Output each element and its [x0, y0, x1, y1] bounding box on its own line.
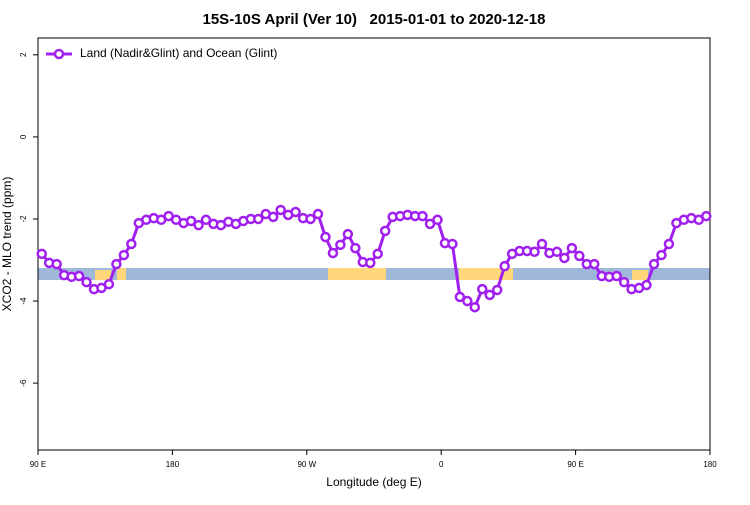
data-point: [536, 238, 548, 250]
y-axis-label: XCO2 - MLO trend (ppm): [0, 177, 14, 312]
data-point: [491, 284, 503, 296]
land-ocean-band: [38, 268, 710, 280]
data-point: [663, 238, 675, 250]
data-point: [126, 238, 137, 250]
land-band: [632, 270, 648, 280]
data-point: [290, 206, 301, 218]
land-band: [459, 268, 513, 280]
data-point: [200, 214, 212, 226]
data-point: [447, 238, 458, 250]
data-point: [589, 258, 600, 270]
x-tick-label: 0: [439, 460, 444, 469]
data-point: [379, 225, 391, 237]
data-point: [477, 283, 488, 295]
data-point: [618, 276, 630, 288]
data-point: [701, 210, 712, 222]
data-point: [253, 213, 264, 225]
data-point: [424, 218, 436, 230]
x-tick-label: 180: [703, 460, 717, 469]
x-tick-label: 180: [166, 460, 180, 469]
data-point: [81, 276, 92, 288]
y-tick-label: -4: [19, 297, 28, 305]
data-point: [335, 239, 346, 251]
legend-label: Land (Nadir&Glint) and Ocean (Glint): [80, 46, 277, 60]
y-tick-label: 2: [19, 52, 28, 57]
data-point: [185, 215, 197, 227]
data-point: [551, 246, 563, 258]
data-point: [484, 289, 495, 301]
data-point: [327, 247, 339, 259]
data-point: [73, 270, 85, 282]
data-point: [469, 301, 481, 313]
data-point: [320, 231, 331, 243]
data-point: [275, 204, 286, 216]
data-point: [342, 228, 354, 240]
data-point: [36, 248, 47, 260]
data-point: [51, 258, 62, 270]
x-tick-label: 90 E: [30, 460, 46, 469]
data-point: [267, 211, 279, 223]
x-tick-label: 90 W: [297, 460, 316, 469]
y-tick-label: -2: [19, 215, 28, 223]
data-point: [529, 246, 540, 258]
y-tick-label: 0: [19, 134, 28, 139]
data-point: [350, 242, 361, 254]
data-point: [656, 249, 667, 261]
y-tick-label: -6: [19, 379, 28, 387]
data-point: [574, 250, 585, 262]
data-point: [417, 210, 428, 222]
land-band: [95, 270, 111, 280]
land-band: [117, 268, 126, 280]
x-axis-label: Longitude (deg E): [326, 475, 421, 489]
plot-frame: [37, 37, 711, 451]
legend-marker: [53, 48, 65, 60]
data-point: [648, 258, 660, 270]
data-point: [305, 213, 316, 225]
land-band: [328, 268, 386, 280]
x-tick-label: 90 E: [567, 460, 583, 469]
data-point: [566, 242, 578, 254]
chart-title: 15S-10S April (Ver 10) 2015-01-01 to 202…: [203, 11, 546, 28]
data-point: [118, 249, 130, 261]
data-point: [193, 219, 204, 231]
data-point: [372, 248, 383, 260]
data-point: [103, 278, 115, 290]
data-point: [312, 208, 324, 220]
data-point: [432, 214, 443, 226]
data-point: [462, 295, 473, 307]
data-point: [111, 258, 122, 270]
data-point: [365, 257, 376, 269]
data-point: [499, 260, 510, 272]
data-point: [641, 279, 652, 291]
data-point: [454, 291, 466, 303]
data-point: [559, 252, 570, 264]
data-point: [611, 270, 622, 282]
